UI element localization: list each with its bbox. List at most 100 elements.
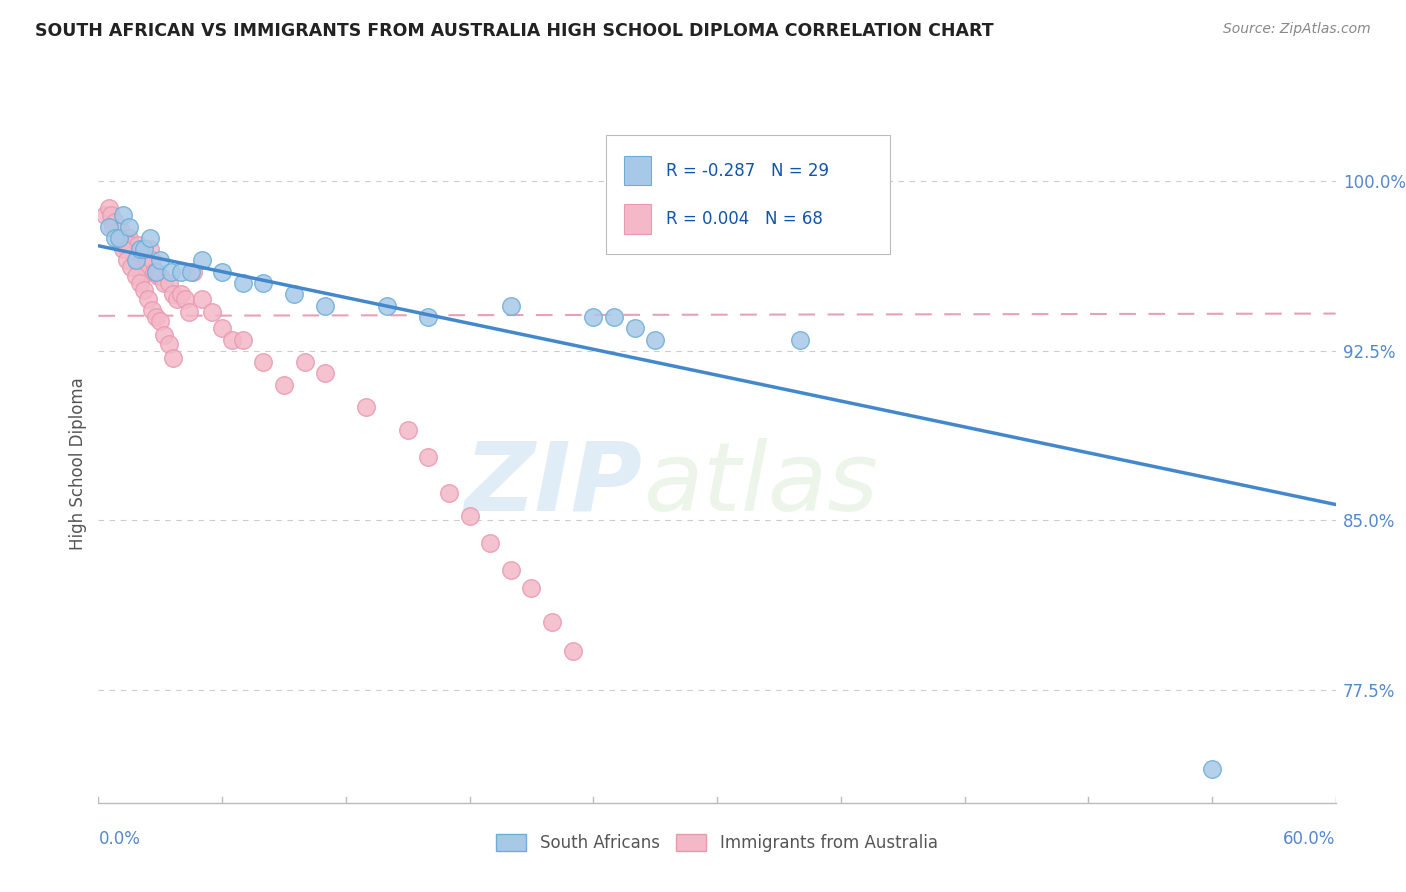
Point bbox=[314, 367, 336, 381]
Point bbox=[100, 208, 122, 222]
Text: 60.0%: 60.0% bbox=[1284, 830, 1336, 848]
Point bbox=[149, 314, 172, 328]
Point bbox=[418, 450, 440, 464]
Point bbox=[458, 508, 481, 523]
Point bbox=[157, 276, 180, 290]
Point bbox=[232, 276, 254, 290]
Point bbox=[124, 253, 146, 268]
Point bbox=[1201, 762, 1223, 776]
Point bbox=[314, 299, 336, 313]
Point bbox=[136, 292, 159, 306]
Point bbox=[112, 208, 135, 222]
Point bbox=[145, 265, 167, 279]
Point bbox=[582, 310, 605, 324]
Point bbox=[499, 299, 522, 313]
Y-axis label: High School Diploma: High School Diploma bbox=[69, 377, 87, 550]
Point bbox=[114, 231, 136, 245]
Point bbox=[479, 536, 502, 550]
Point bbox=[143, 265, 166, 279]
Point bbox=[124, 253, 146, 268]
Point bbox=[252, 276, 274, 290]
Point bbox=[159, 265, 181, 279]
Point bbox=[97, 219, 120, 234]
Point bbox=[110, 224, 132, 238]
Point bbox=[396, 423, 419, 437]
Text: Source: ZipAtlas.com: Source: ZipAtlas.com bbox=[1223, 22, 1371, 37]
Point bbox=[141, 303, 163, 318]
Point bbox=[132, 246, 155, 260]
Point bbox=[499, 563, 522, 577]
FancyBboxPatch shape bbox=[624, 155, 651, 186]
FancyBboxPatch shape bbox=[624, 203, 651, 234]
Point bbox=[157, 337, 180, 351]
Text: R = 0.004   N = 68: R = 0.004 N = 68 bbox=[666, 210, 823, 227]
Point bbox=[153, 328, 176, 343]
Point bbox=[101, 219, 124, 234]
Point bbox=[120, 237, 142, 252]
Point bbox=[153, 276, 176, 290]
Point bbox=[118, 219, 141, 234]
Point bbox=[162, 351, 184, 365]
Point bbox=[603, 310, 626, 324]
Point bbox=[136, 265, 159, 279]
Point bbox=[104, 231, 127, 245]
Point bbox=[221, 333, 243, 347]
Point bbox=[124, 269, 146, 284]
Point bbox=[375, 299, 398, 313]
Point bbox=[117, 253, 139, 268]
Point bbox=[141, 253, 163, 268]
Point bbox=[418, 310, 440, 324]
Point bbox=[105, 224, 128, 238]
Point bbox=[181, 265, 204, 279]
Point bbox=[180, 265, 202, 279]
Point bbox=[644, 333, 666, 347]
Point bbox=[135, 260, 157, 275]
Point bbox=[145, 265, 167, 279]
Point bbox=[190, 292, 212, 306]
Point bbox=[149, 269, 172, 284]
Point bbox=[122, 246, 145, 260]
Point bbox=[162, 287, 184, 301]
Point bbox=[190, 253, 212, 268]
Text: ZIP: ZIP bbox=[465, 438, 643, 531]
Point bbox=[174, 292, 197, 306]
Point bbox=[112, 231, 135, 245]
Point bbox=[112, 242, 135, 256]
Point bbox=[108, 231, 131, 245]
Point bbox=[128, 246, 150, 260]
Point bbox=[201, 305, 224, 319]
FancyBboxPatch shape bbox=[606, 135, 890, 253]
Point bbox=[211, 321, 233, 335]
Point bbox=[117, 242, 139, 256]
Point bbox=[108, 231, 131, 245]
Point bbox=[623, 321, 645, 335]
Point bbox=[132, 242, 155, 256]
Point bbox=[179, 305, 201, 319]
Point bbox=[132, 283, 155, 297]
Legend: South Africans, Immigrants from Australia: South Africans, Immigrants from Australi… bbox=[489, 828, 945, 859]
Point bbox=[252, 355, 274, 369]
Point bbox=[148, 269, 170, 284]
Point bbox=[120, 260, 142, 275]
Point bbox=[145, 310, 167, 324]
Point bbox=[166, 292, 188, 306]
Text: atlas: atlas bbox=[643, 438, 877, 531]
Point bbox=[789, 333, 811, 347]
Point bbox=[128, 242, 150, 256]
Text: SOUTH AFRICAN VS IMMIGRANTS FROM AUSTRALIA HIGH SCHOOL DIPLOMA CORRELATION CHART: SOUTH AFRICAN VS IMMIGRANTS FROM AUSTRAL… bbox=[35, 22, 994, 40]
Point bbox=[356, 401, 378, 415]
Point bbox=[149, 253, 172, 268]
Point bbox=[561, 644, 583, 658]
Point bbox=[232, 333, 254, 347]
Text: 0.0%: 0.0% bbox=[98, 830, 141, 848]
Point bbox=[97, 202, 120, 216]
Point bbox=[170, 265, 193, 279]
Point bbox=[520, 581, 543, 595]
Point bbox=[541, 615, 564, 629]
Point bbox=[127, 237, 149, 252]
Point bbox=[294, 355, 316, 369]
Point bbox=[437, 486, 460, 500]
Point bbox=[283, 287, 305, 301]
Point bbox=[273, 377, 295, 392]
Point bbox=[131, 253, 153, 268]
